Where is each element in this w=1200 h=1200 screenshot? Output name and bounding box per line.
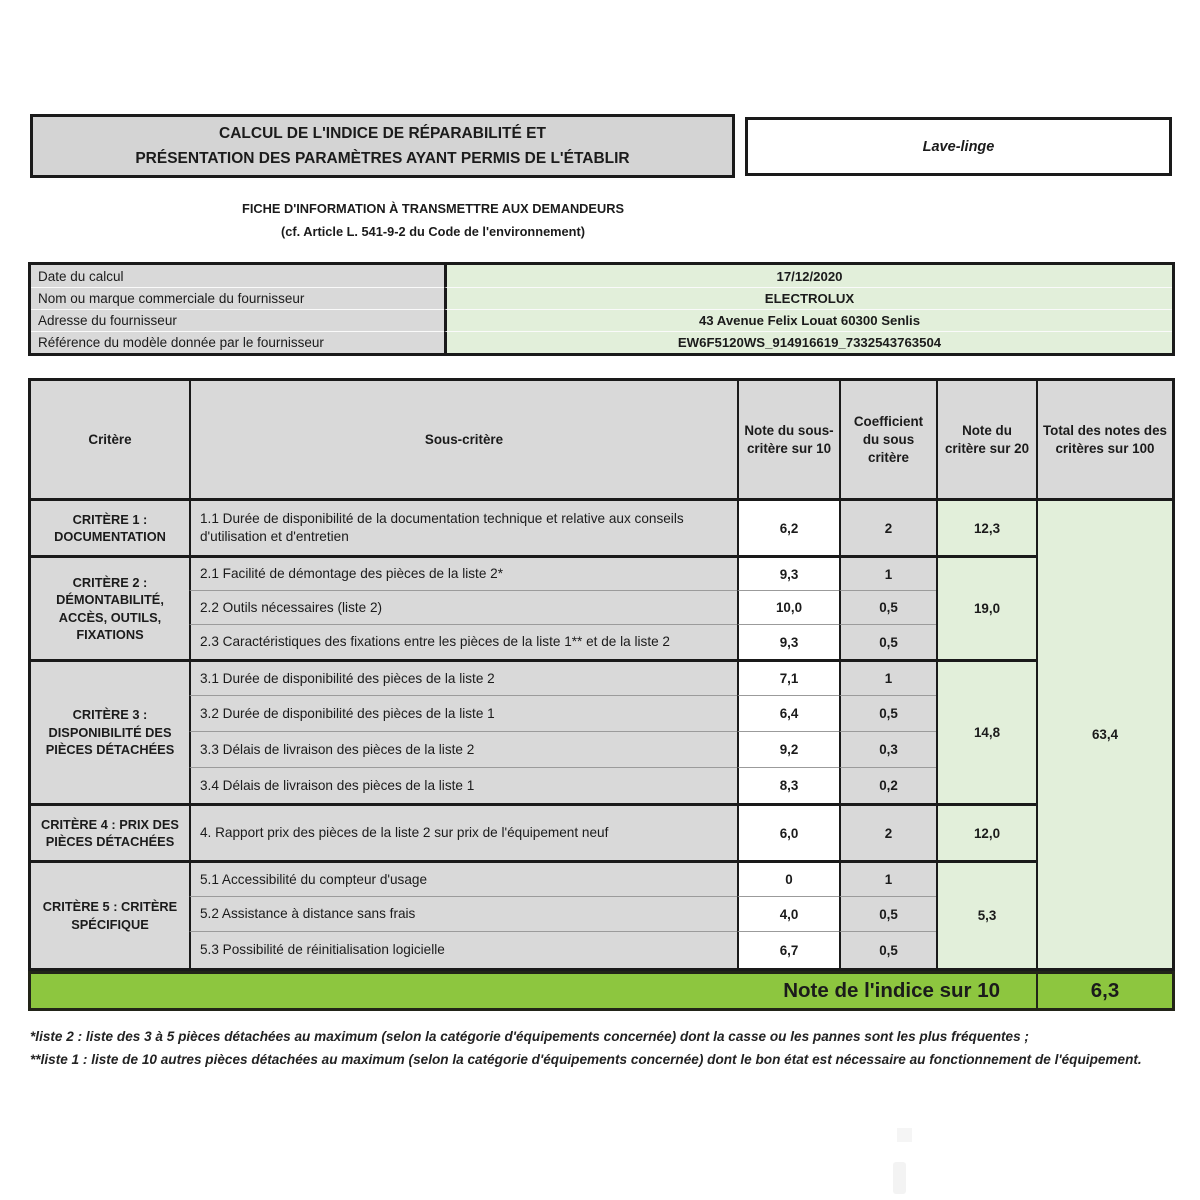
subtitle-line2: (cf. Article L. 541-9-2 du Code de l'env… — [280, 224, 586, 239]
footnote-liste2: *liste 2 : liste des 3 à 5 pièces détach… — [30, 1029, 1029, 1044]
note10-3-1: 7,1 — [737, 659, 839, 695]
document-title-line1: CALCUL DE L'INDICE DE RÉPARABILITÉ ET — [219, 125, 546, 142]
column-header-sous-critere: Sous-critère — [189, 381, 737, 498]
column-header-note10: Note du sous-critère sur 10 — [737, 381, 839, 498]
sub-criterion-2-3: 2.3 Caractéristiques des fixations entre… — [189, 624, 737, 659]
coef-4: 2 — [839, 803, 936, 860]
coef-2-1: 1 — [839, 555, 936, 590]
supplier-info-table: Date du calcul 17/12/2020 Nom ou marque … — [28, 262, 1175, 356]
column-header-note20: Note du critère sur 20 — [936, 381, 1036, 498]
note10-2-2: 10,0 — [737, 590, 839, 624]
total-score-100: 63,4 — [1036, 498, 1172, 968]
criterion-4-label: CRITÈRE 4 : PRIX DES PIÈCES DÉTACHÉES — [31, 803, 189, 860]
product-category-box: Lave-linge — [745, 117, 1172, 176]
note20-criterion-1: 12,3 — [936, 498, 1036, 555]
sub-criterion-3-1: 3.1 Durée de disponibilité des pièces de… — [189, 659, 737, 695]
note10-1-1: 6,2 — [737, 498, 839, 555]
note20-criterion-4: 12,0 — [936, 803, 1036, 860]
note20-criterion-5: 5,3 — [936, 860, 1036, 968]
sub-criterion-5-3: 5.3 Possibilité de réinitialisation logi… — [189, 931, 737, 968]
sub-criterion-4: 4. Rapport prix des pièces de la liste 2… — [189, 803, 737, 860]
note10-3-3: 9,2 — [737, 731, 839, 767]
info-label-model-ref: Référence du modèle donnée par le fourni… — [31, 331, 444, 353]
final-score-label: Note de l'indice sur 10 — [783, 979, 1000, 1002]
criterion-5-label: CRITÈRE 5 : CRITÈRE SPÉCIFIQUE — [31, 860, 189, 968]
coef-3-2: 0,5 — [839, 695, 936, 731]
coef-3-1: 1 — [839, 659, 936, 695]
criterion-3-label: CRITÈRE 3 : DISPONIBILITÉ DES PIÈCES DÉT… — [31, 659, 189, 803]
sub-criterion-2-2: 2.2 Outils nécessaires (liste 2) — [189, 590, 737, 624]
criterion-1-label: CRITÈRE 1 : DOCUMENTATION — [31, 498, 189, 555]
column-header-critere: Critère — [31, 381, 189, 498]
sub-criterion-3-3: 3.3 Délais de livraison des pièces de la… — [189, 731, 737, 767]
sub-criterion-5-2: 5.2 Assistance à distance sans frais — [189, 896, 737, 931]
coef-3-4: 0,2 — [839, 767, 936, 803]
note20-criterion-3: 14,8 — [936, 659, 1036, 803]
coef-5-2: 0,5 — [839, 896, 936, 931]
final-score-row: Note de l'indice sur 10 6,3 — [28, 971, 1175, 1011]
footnote-liste1: **liste 1 : liste de 10 autres pièces dé… — [30, 1051, 1142, 1067]
note10-5-3: 6,7 — [737, 931, 839, 968]
product-category-label: Lave-linge — [922, 138, 995, 155]
note10-2-1: 9,3 — [737, 555, 839, 590]
document-title-box: CALCUL DE L'INDICE DE RÉPARABILITÉ ET PR… — [30, 114, 735, 178]
coef-3-3: 0,3 — [839, 731, 936, 767]
info-label-date: Date du calcul — [31, 265, 444, 287]
note10-5-1: 0 — [737, 860, 839, 896]
scan-artifact — [897, 1128, 912, 1142]
info-value-model-ref: EW6F5120WS_914916619_7332543763504 — [444, 331, 1172, 353]
note10-2-3: 9,3 — [737, 624, 839, 659]
column-header-coefficient: Coefficient du sous critère — [839, 381, 936, 498]
criteria-table: Critère Sous-critère Note du sous-critèr… — [28, 378, 1175, 971]
final-score-value: 6,3 — [1036, 974, 1172, 1008]
info-value-date: 17/12/2020 — [444, 265, 1172, 287]
coef-5-3: 0,5 — [839, 931, 936, 968]
sub-criterion-3-2: 3.2 Durée de disponibilité des pièces de… — [189, 695, 737, 731]
info-value-address: 43 Avenue Felix Louat 60300 Senlis — [444, 309, 1172, 331]
sub-criterion-5-1: 5.1 Accessibilité du compteur d'usage — [189, 860, 737, 896]
info-value-brand: ELECTROLUX — [444, 287, 1172, 309]
document-title-line2: PRÉSENTATION DES PARAMÈTRES AYANT PERMIS… — [135, 150, 630, 167]
note20-criterion-2: 19,0 — [936, 555, 1036, 659]
info-label-address: Adresse du fournisseur — [31, 309, 444, 331]
note10-3-4: 8,3 — [737, 767, 839, 803]
note10-5-2: 4,0 — [737, 896, 839, 931]
sub-criterion-1-1: 1.1 Durée de disponibilité de la documen… — [189, 498, 737, 555]
sub-criterion-3-4: 3.4 Délais de livraison des pièces de la… — [189, 767, 737, 803]
info-label-brand: Nom ou marque commerciale du fournisseur — [31, 287, 444, 309]
coef-5-1: 1 — [839, 860, 936, 896]
document-subtitle: FICHE D'INFORMATION À TRANSMETTRE AUX DE… — [28, 197, 838, 243]
sub-criterion-2-1: 2.1 Facilité de démontage des pièces de … — [189, 555, 737, 590]
footnotes: *liste 2 : liste des 3 à 5 pièces détach… — [30, 1026, 1150, 1071]
coef-2-2: 0,5 — [839, 590, 936, 624]
criterion-2-label: CRITÈRE 2 : DÉMONTABILITÉ, ACCÈS, OUTILS… — [31, 555, 189, 659]
note10-4: 6,0 — [737, 803, 839, 860]
subtitle-line1: FICHE D'INFORMATION À TRANSMETTRE AUX DE… — [242, 201, 624, 216]
scan-artifact — [893, 1162, 906, 1194]
note10-3-2: 6,4 — [737, 695, 839, 731]
column-header-total100: Total des notes des critères sur 100 — [1036, 381, 1172, 498]
coef-2-3: 0,5 — [839, 624, 936, 659]
coef-1-1: 2 — [839, 498, 936, 555]
